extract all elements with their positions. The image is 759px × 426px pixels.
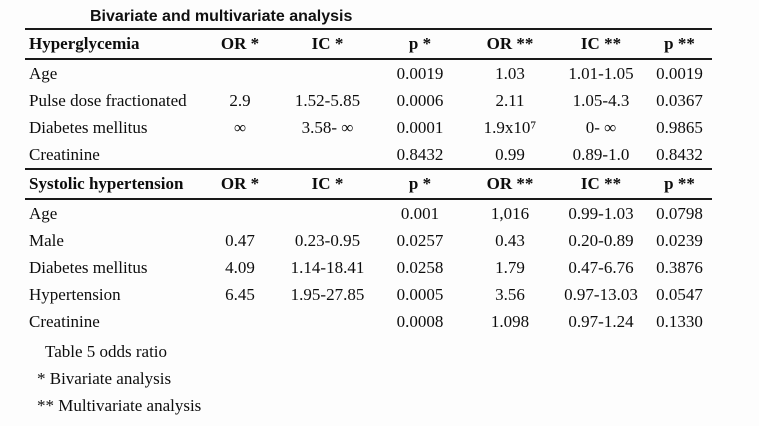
table-cell: 0.0239 <box>656 230 703 250</box>
table-cell: 1.79 <box>495 257 525 277</box>
systolic-hypertension-header-row: Systolic hypertension OR * IC * p * OR *… <box>25 170 712 200</box>
table-cell: 0.0019 <box>396 63 444 83</box>
hyperglycemia-table: Hyperglycemia OR * IC * p * OR ** IC ** … <box>25 28 712 170</box>
table-row-age: Age 0.0019 1.03 1.01-1.05 0.0019 <box>25 59 712 87</box>
table-footnotes: Table 5 odds ratio * Bivariate analysis … <box>0 335 759 419</box>
table-row-diabetes-mellitus: Diabetes mellitus ∞ 3.58- ∞ 0.0001 1.9x1… <box>25 114 712 141</box>
row-label: Male <box>29 230 64 250</box>
table-cell: 0.99 <box>495 144 525 164</box>
table-cell: 0.99-1.03 <box>568 203 634 223</box>
footnote-multivariate: ** Multivariate analysis <box>37 396 202 415</box>
table-cell: 2.9 <box>229 90 251 110</box>
row-label: Pulse dose fractionated <box>29 90 187 110</box>
table-cell: 1.9x10⁷ <box>483 117 537 137</box>
table-row-creatinine: Creatinine 0.0008 1.098 0.97-1.24 0.1330 <box>25 308 712 335</box>
table-cell: 3.58- ∞ <box>301 117 354 137</box>
column-header-or-bivariate: OR * <box>200 170 280 200</box>
table-cell: 1.098 <box>490 311 530 331</box>
table-cell: 0.0367 <box>656 90 703 110</box>
table-cell: 0.3876 <box>656 257 703 277</box>
table-cell: 0.47-6.76 <box>568 257 634 277</box>
row-label: Creatinine <box>29 311 100 331</box>
table-cell: 1,016 <box>490 203 530 223</box>
table-row-creatinine: Creatinine 0.8432 0.99 0.89-1.0 0.8432 <box>25 141 712 169</box>
column-header-p-multivariate: p ** <box>647 29 712 60</box>
table-cell <box>200 59 280 87</box>
table-cell <box>280 59 375 87</box>
table-row-male: Male 0.47 0.23-0.95 0.0257 0.43 0.20-0.8… <box>25 227 712 254</box>
table-cell <box>280 308 375 335</box>
column-header-p-multivariate: p ** <box>647 170 712 200</box>
table-cell: 0.9865 <box>656 117 703 137</box>
table-cell: 0.1330 <box>656 311 703 331</box>
table-cell: 0.97-1.24 <box>568 311 634 331</box>
row-label: Creatinine <box>29 144 100 164</box>
table-cell <box>200 141 280 169</box>
table-cell: 0.0257 <box>396 230 444 250</box>
table-cell: 1.52-5.85 <box>294 90 361 110</box>
table-cell: 4.09 <box>225 257 255 277</box>
table-cell: 1.05-4.3 <box>572 90 630 110</box>
table-cell: 0.0547 <box>656 284 703 304</box>
row-label: Hypertension <box>29 284 121 304</box>
table-cell: 3.56 <box>495 284 525 304</box>
table-cell: 0.47 <box>225 230 255 250</box>
table-cell: 0.8432 <box>396 144 444 164</box>
table-cell: 0.43 <box>495 230 525 250</box>
table-cell: 1.03 <box>495 63 525 83</box>
column-header-ic-multivariate: IC ** <box>555 170 647 200</box>
table-cell: 0.97-13.03 <box>564 284 638 304</box>
table-cell: 1.14-18.41 <box>290 257 365 277</box>
row-label: Age <box>29 203 58 223</box>
column-header-ic-bivariate: IC * <box>280 29 375 60</box>
table-row-pulse-dose-fractionated: Pulse dose fractionated 2.9 1.52-5.85 0.… <box>25 87 712 114</box>
column-header-p-bivariate: p * <box>375 170 465 200</box>
hyperglycemia-header-row: Hyperglycemia OR * IC * p * OR ** IC ** … <box>25 29 712 60</box>
table-cell: 1.95-27.85 <box>290 284 365 304</box>
table-cell <box>200 199 280 227</box>
column-header-or-multivariate: OR ** <box>465 170 555 200</box>
table-cell: 0.0001 <box>396 117 444 137</box>
table-cell: 6.45 <box>225 284 255 304</box>
table-row-hypertension: Hypertension 6.45 1.95-27.85 0.0005 3.56… <box>25 281 712 308</box>
column-header-hyperglycemia: Hyperglycemia <box>25 29 200 60</box>
table-cell: 0.0019 <box>656 63 703 83</box>
footnote-bivariate: * Bivariate analysis <box>37 369 172 388</box>
table-cell <box>200 308 280 335</box>
table-cell: 0.20-0.89 <box>568 230 634 250</box>
table-cell: 0.23-0.95 <box>294 230 361 250</box>
row-label: Diabetes mellitus <box>29 257 148 277</box>
footnote-table-caption: Table 5 odds ratio <box>45 342 168 361</box>
table-cell: 0.0008 <box>396 311 444 331</box>
table-cell: 0.001 <box>400 203 440 223</box>
table-cell: 1.01-1.05 <box>568 63 634 83</box>
column-header-p-bivariate: p * <box>375 29 465 60</box>
column-header-systolic-hypertension: Systolic hypertension <box>25 170 200 200</box>
row-label: Age <box>29 63 58 83</box>
column-header-or-bivariate: OR * <box>200 29 280 60</box>
table-cell: 0.0006 <box>396 90 444 110</box>
column-header-ic-multivariate: IC ** <box>555 29 647 60</box>
table-cell: 0.0005 <box>396 284 444 304</box>
table-cell <box>280 199 375 227</box>
table-cell: ∞ <box>233 117 247 137</box>
table-cell: 2.11 <box>495 90 525 110</box>
table-cell: 0.8432 <box>656 144 703 164</box>
table-cell <box>280 141 375 169</box>
systolic-hypertension-table: Systolic hypertension OR * IC * p * OR *… <box>25 170 712 335</box>
table-title: Bivariate and multivariate analysis <box>90 8 353 25</box>
table-row-age: Age 0.001 1,016 0.99-1.03 0.0798 <box>25 199 712 227</box>
column-header-ic-bivariate: IC * <box>280 170 375 200</box>
column-header-or-multivariate: OR ** <box>465 29 555 60</box>
table-row-diabetes-mellitus: Diabetes mellitus 4.09 1.14-18.41 0.0258… <box>25 254 712 281</box>
table-cell: 0.0798 <box>656 203 703 223</box>
table-cell: 0.0258 <box>396 257 444 277</box>
table-cell: 0- ∞ <box>585 117 617 137</box>
table-cell: 0.89-1.0 <box>572 144 630 164</box>
row-label: Diabetes mellitus <box>29 117 148 137</box>
